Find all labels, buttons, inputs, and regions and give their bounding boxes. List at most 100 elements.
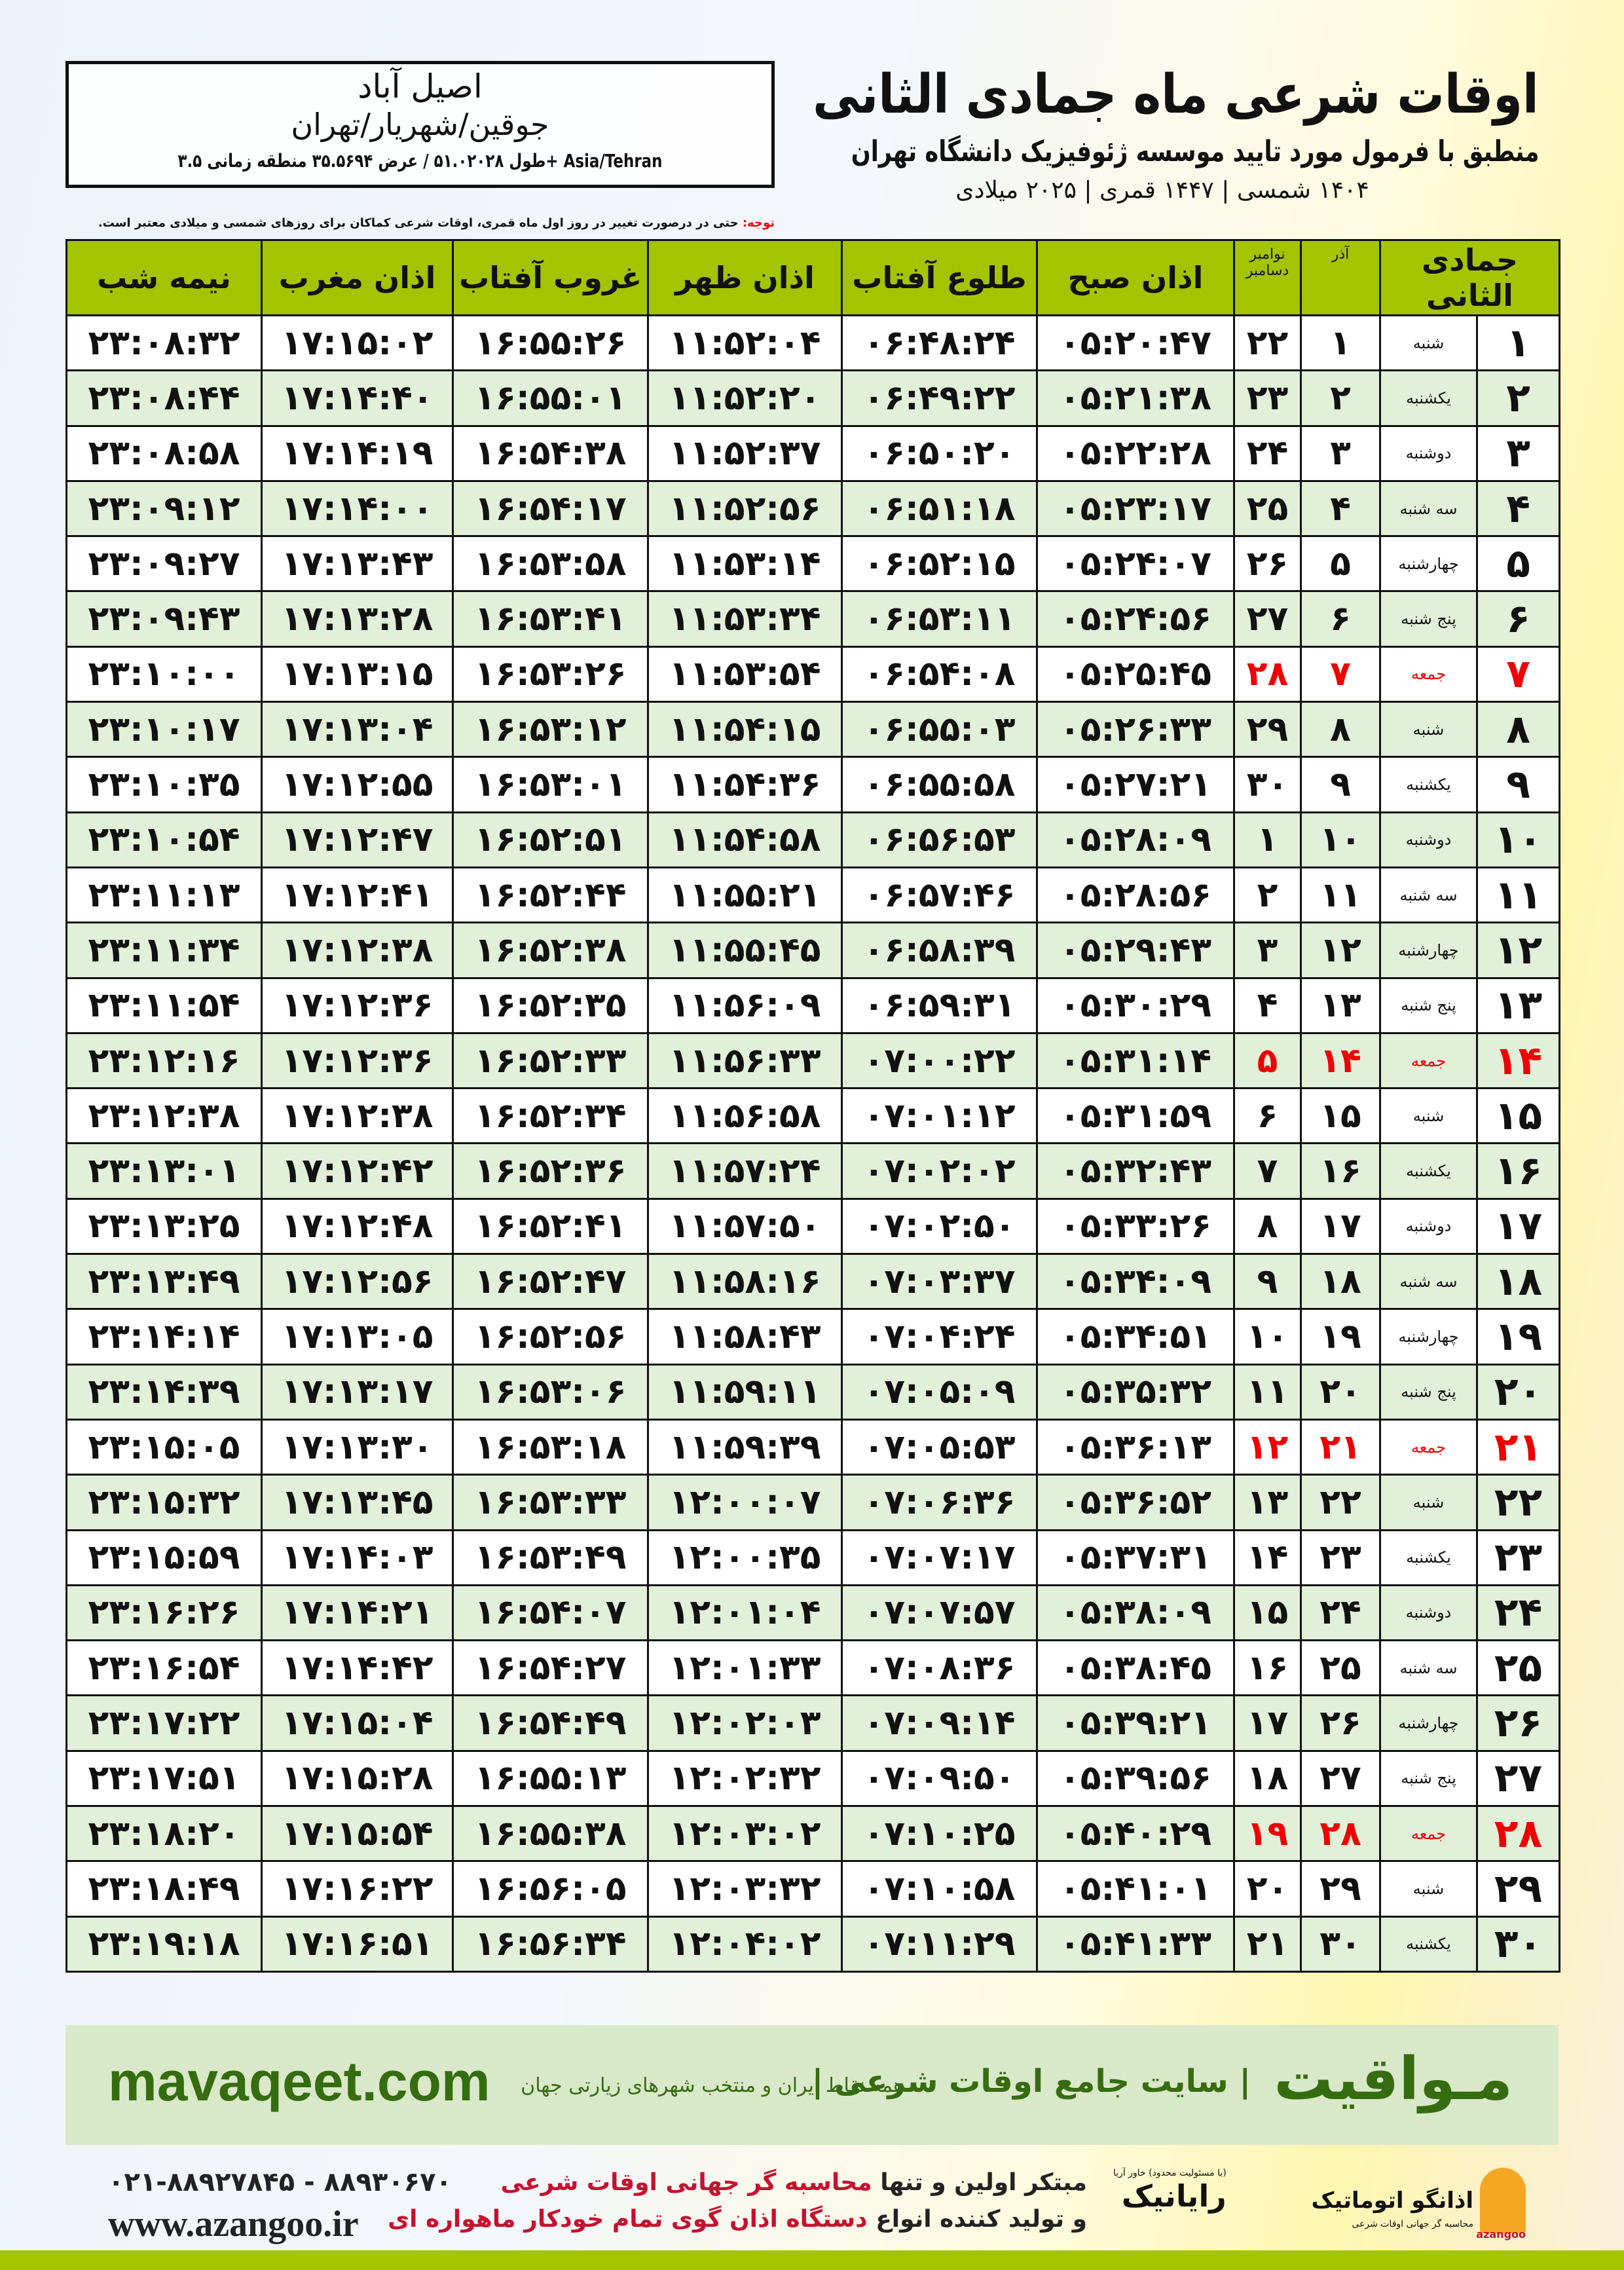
weekday: چهارشنبه xyxy=(1378,1694,1479,1752)
midnight-time: ۲۳:۱۷:۲۲ xyxy=(65,1694,263,1752)
midnight-time: ۲۳:۱۳:۰۱ xyxy=(65,1142,263,1200)
slogan-1a: مبتکر اولین و تنها xyxy=(872,2169,1087,2196)
city-name: اصیل آباد xyxy=(358,67,483,105)
sunset-time: ۱۶:۵۲:۳۶ xyxy=(452,1142,649,1200)
sunset-time: ۱۶:۵۵:۱۳ xyxy=(452,1749,649,1808)
gregorian-day: ۱۴ xyxy=(1233,1529,1302,1586)
site-url[interactable]: mavaqeet.com xyxy=(108,2051,490,2112)
dhuhr-time: ۱۱:۵۹:۱۱ xyxy=(647,1363,843,1421)
day: ۵ xyxy=(1476,535,1561,593)
weekday: شنبه xyxy=(1378,701,1479,758)
slogan-2b: دستگاه اذان گوی تمام خودکار ماهواره ای xyxy=(388,2206,868,2233)
sunrise-time: ۰۶:۴۹:۲۲ xyxy=(841,369,1038,427)
slogan: مبتکر اولین و تنها محاسبه گر جهانی اوقات… xyxy=(388,2165,1087,2238)
location-box: اصیل آباد جوقین/شهریار/تهران طول ۵۱.۰۲۰۲… xyxy=(65,61,775,188)
azar-day: ۸ xyxy=(1300,701,1381,758)
sunrise-time: ۰۶:۵۷:۴۶ xyxy=(841,866,1038,924)
fajr-time: ۰۵:۲۵:۴۵ xyxy=(1036,645,1235,703)
maghrib-time: ۱۷:۱۳:۳۰ xyxy=(261,1418,454,1476)
sunset-time: ۱۶:۵۲:۳۴ xyxy=(452,1087,649,1145)
maghrib-time: ۱۷:۱۵:۰۴ xyxy=(261,1694,454,1752)
sunset-time: ۱۶:۵۵:۲۶ xyxy=(452,314,649,372)
dhuhr-time: ۱۱:۵۸:۱۶ xyxy=(647,1253,843,1311)
weekday: سه شنبه xyxy=(1378,1639,1479,1697)
website[interactable]: www.azangoo.ir xyxy=(108,2204,359,2244)
table-row: ۲۳ یکشنبه ۲۳ ۱۴ ۰۵:۳۷:۳۱ ۰۷:۰۷:۱۷ ۱۲:۰۰:۳۵ ۱۶:۵… xyxy=(65,1529,1561,1586)
fajr-time: ۰۵:۲۸:۰۹ xyxy=(1036,811,1235,868)
dhuhr-time: ۱۲:۰۳:۳۲ xyxy=(647,1860,843,1918)
sunset-time: ۱۶:۵۴:۰۷ xyxy=(452,1584,649,1642)
azar-day: ۲۰ xyxy=(1300,1363,1381,1421)
table-row: ۱ شنبه ۱ ۲۲ ۰۵:۲۰:۴۷ ۰۶:۴۸:۲۴ ۱۱:۵۲:۰۴ ۱۶:۵۵:۲۶… xyxy=(65,314,1561,372)
dhuhr-time: ۱۱:۵۶:۵۸ xyxy=(647,1087,843,1145)
day: ۲۱ xyxy=(1476,1418,1561,1476)
day: ۲ xyxy=(1476,369,1561,427)
midnight-time: ۲۳:۰۸:۴۴ xyxy=(65,369,263,427)
page-title: اوقات شرعی ماه جمادی الثانی xyxy=(813,64,1539,126)
day: ۱۲ xyxy=(1476,921,1561,979)
maghrib-time: ۱۷:۱۲:۳۸ xyxy=(261,1087,454,1145)
maghrib-time: ۱۷:۱۵:۲۸ xyxy=(261,1749,454,1808)
azar-day: ۱ xyxy=(1300,314,1381,372)
gregorian-day: ۱۶ xyxy=(1233,1639,1302,1697)
maghrib-time: ۱۷:۱۵:۵۴ xyxy=(261,1805,454,1863)
maghrib-time: ۱۷:۱۲:۳۶ xyxy=(261,1032,454,1090)
table-row: ۵ چهارشنبه ۵ ۲۶ ۰۵:۲۴:۰۷ ۰۶:۵۲:۱۵ ۱۱:۵۳:۱۴ ۱۶:۵… xyxy=(65,535,1561,593)
weekday: جمعه xyxy=(1378,645,1479,703)
maghrib-time: ۱۷:۱۲:۵۶ xyxy=(261,1253,454,1311)
gregorian-day: ۱۹ xyxy=(1233,1805,1302,1863)
sunrise-time: ۰۷:۰۷:۵۷ xyxy=(841,1584,1038,1642)
sunrise-time: ۰۷:۰۹:۱۴ xyxy=(841,1694,1038,1752)
fajr-time: ۰۵:۴۱:۳۳ xyxy=(1036,1915,1235,1973)
dhuhr-time: ۱۱:۵۴:۵۸ xyxy=(647,811,843,868)
rayanik-sub: (با مسئولیت محدود) خاور آریا xyxy=(1113,2168,1227,2178)
weekday: یکشنبه xyxy=(1378,756,1479,813)
gregorian-day: ۱۸ xyxy=(1233,1749,1302,1808)
weekday: دوشنبه xyxy=(1378,424,1479,482)
fajr-time: ۰۵:۳۷:۳۱ xyxy=(1036,1529,1235,1586)
sunrise-time: ۰۷:۰۹:۵۰ xyxy=(841,1749,1038,1808)
sunset-time: ۱۶:۵۳:۱۸ xyxy=(452,1418,649,1476)
sunset-time: ۱۶:۵۲:۴۱ xyxy=(452,1197,649,1256)
dhuhr-time: ۱۲:۰۲:۰۳ xyxy=(647,1694,843,1752)
gregorian-day: ۱۰ xyxy=(1233,1308,1302,1366)
weekday: یکشنبه xyxy=(1378,1142,1479,1200)
maghrib-time: ۱۷:۱۲:۴۱ xyxy=(261,866,454,924)
weekday: چهارشنبه xyxy=(1378,1308,1479,1366)
maghrib-time: ۱۷:۱۶:۲۲ xyxy=(261,1860,454,1918)
azar-day: ۲۳ xyxy=(1300,1529,1381,1586)
dhuhr-time: ۱۲:۰۳:۰۲ xyxy=(647,1805,843,1863)
gregorian-day: ۲۰ xyxy=(1233,1860,1302,1918)
fajr-time: ۰۵:۲۸:۵۶ xyxy=(1036,866,1235,924)
day: ۲۵ xyxy=(1476,1639,1561,1697)
midnight-time: ۲۳:۱۳:۴۹ xyxy=(65,1253,263,1311)
maghrib-time: ۱۷:۱۲:۳۶ xyxy=(261,977,454,1034)
azar-day: ۵ xyxy=(1300,535,1381,593)
sunset-time: ۱۶:۵۳:۳۳ xyxy=(452,1474,649,1531)
col-azar: آذر xyxy=(1300,239,1381,316)
azar-day: ۱۵ xyxy=(1300,1087,1381,1145)
midnight-time: ۲۳:۱۴:۳۹ xyxy=(65,1363,263,1421)
azar-day: ۲۴ xyxy=(1300,1584,1381,1642)
midnight-time: ۲۳:۱۸:۴۹ xyxy=(65,1860,263,1918)
years: ۱۴۰۴ شمسی | ۱۴۴۷ قمری | ۲۰۲۵ میلادی xyxy=(955,177,1369,204)
dhuhr-time: ۱۲:۰۰:۳۵ xyxy=(647,1529,843,1586)
maghrib-time: ۱۷:۱۶:۵۱ xyxy=(261,1915,454,1973)
maghrib-time: ۱۷:۱۴:۲۱ xyxy=(261,1584,454,1642)
midnight-time: ۲۳:۱۰:۱۷ xyxy=(65,701,263,758)
gregorian-day: ۱۱ xyxy=(1233,1363,1302,1421)
gregorian-day: ۹ xyxy=(1233,1253,1302,1311)
gregorian-day: ۵ xyxy=(1233,1032,1302,1090)
table-row: ۱۴ جمعه ۱۴ ۵ ۰۵:۳۱:۱۴ ۰۷:۰۰:۲۲ ۱۱:۵۶:۳۳ ۱۶:۵۲:۳… xyxy=(65,1032,1561,1090)
weekday: پنج شنبه xyxy=(1378,977,1479,1034)
table-row: ۱۸ سه شنبه ۱۸ ۹ ۰۵:۳۴:۰۹ ۰۷:۰۳:۳۷ ۱۱:۵۸:۱۶ ۱۶:۵… xyxy=(65,1253,1561,1311)
dhuhr-time: ۱۱:۵۳:۳۴ xyxy=(647,590,843,648)
day: ۱۰ xyxy=(1476,811,1561,868)
table-row: ۴ سه شنبه ۴ ۲۵ ۰۵:۲۳:۱۷ ۰۶:۵۱:۱۸ ۱۱:۵۲:۵۶ ۱۶:۵۴… xyxy=(65,479,1561,538)
fajr-time: ۰۵:۴۱:۰۱ xyxy=(1036,1860,1235,1918)
azar-day: ۲۹ xyxy=(1300,1860,1381,1918)
sunset-time: ۱۶:۵۶:۰۵ xyxy=(452,1860,649,1918)
azar-day: ۱۸ xyxy=(1300,1253,1381,1311)
maghrib-time: ۱۷:۱۴:۱۹ xyxy=(261,424,454,482)
table-row: ۲۵ سه شنبه ۲۵ ۱۶ ۰۵:۳۸:۴۵ ۰۷:۰۸:۳۶ ۱۲:۰۱:۳۳ ۱۶:… xyxy=(65,1639,1561,1697)
